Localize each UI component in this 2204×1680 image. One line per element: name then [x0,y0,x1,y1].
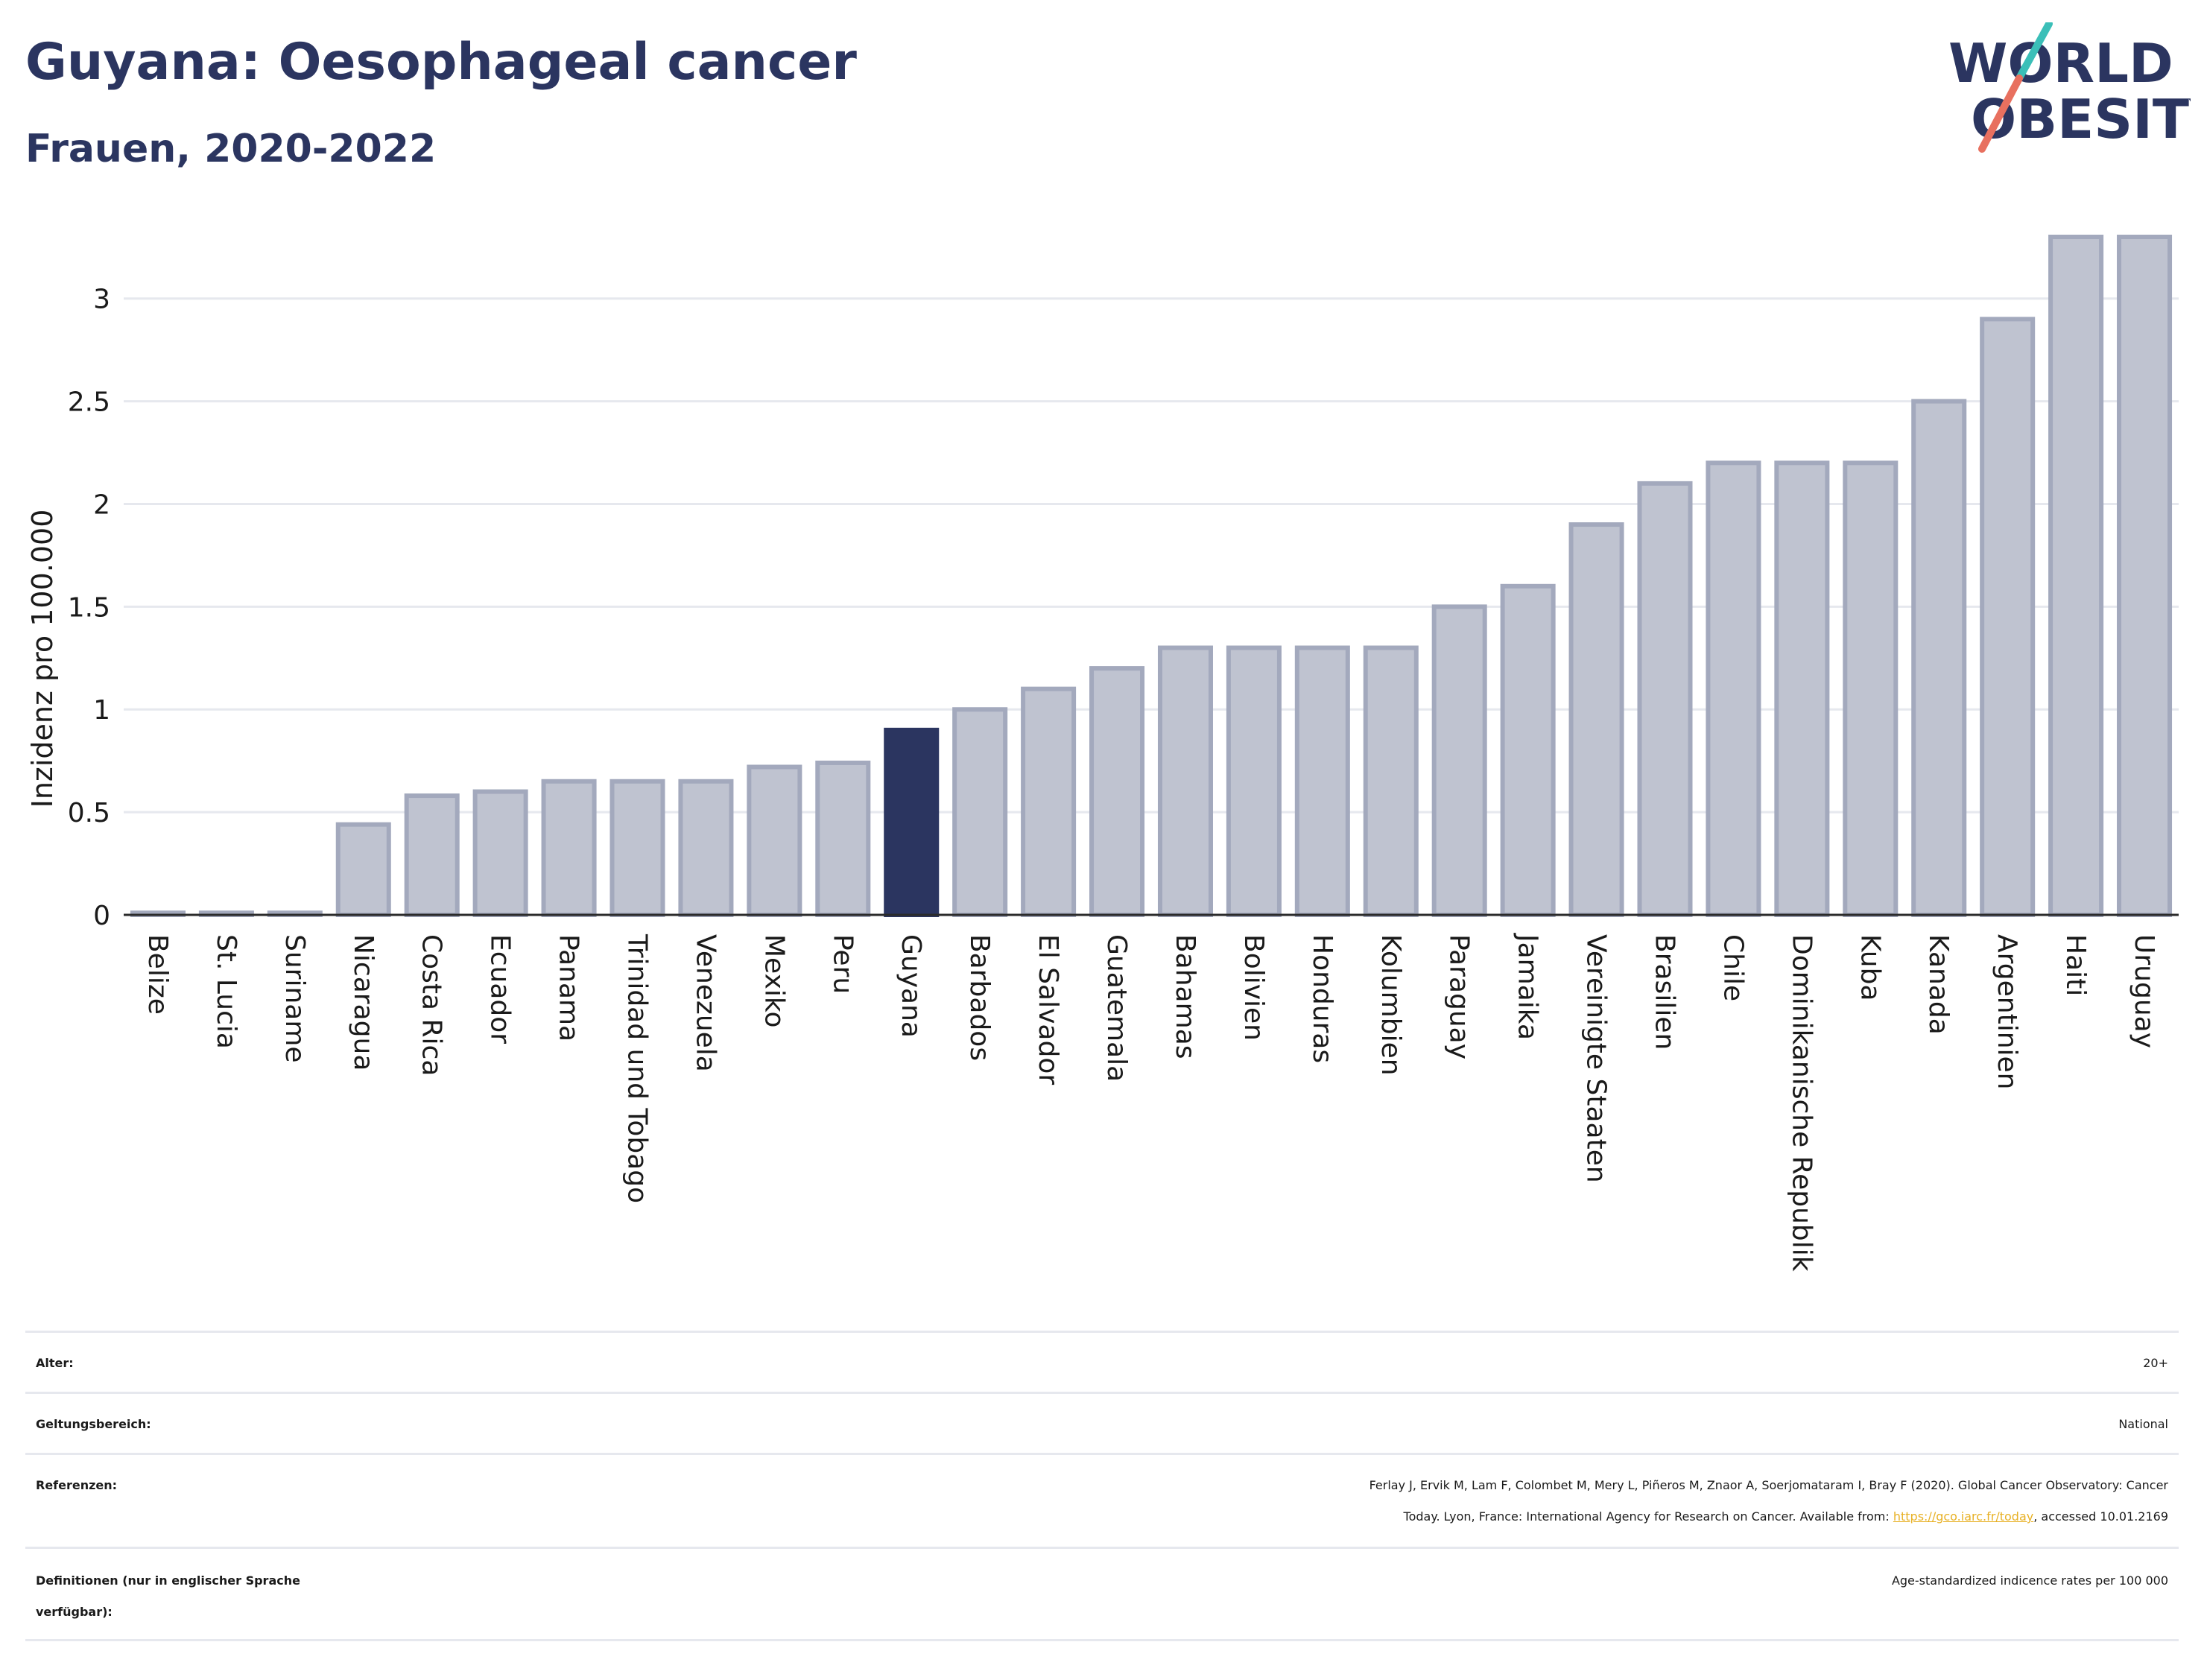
definitions-value: Age-standardized indicence rates per 100… [1891,1573,2168,1588]
x-tick-label: Mexiko [759,934,789,1027]
x-tick-label: Brasilien [1650,934,1680,1050]
bar-chile [1706,460,1761,917]
x-tick-label: Jamaika [1513,933,1543,1040]
x-tick-label: Honduras [1307,934,1337,1063]
x-tick-label: Haiti [2060,934,2091,996]
bar-guyana [884,727,940,917]
x-tick-label: Kanada [1923,934,1954,1035]
chart-subtitle: Frauen, 2020-2022 [25,127,437,171]
x-tick-label: Kolumbien [1375,934,1406,1076]
bar-nicaragua [335,822,391,917]
bar-bahamas [1157,645,1213,917]
x-tick-label: Argentinien [1992,934,2022,1090]
chart-title: Guyana: Oesophageal cancer [25,33,857,92]
references-line-2-end: , accessed 10.01.2169 [2033,1509,2168,1524]
bar-costa-rica [404,793,460,917]
age-label: Alter: [36,1356,74,1370]
x-tick-label: Ecuador [485,934,516,1044]
bar-venezuela [678,779,734,917]
info-row-scope: Geltungsbereich: National [25,1392,2179,1455]
x-tick-label: Venezuela [690,934,721,1072]
bar-jamaika [1500,583,1556,918]
references-value: Ferlay J, Ervik M, Lam F, Colombet M, Me… [604,1470,2168,1532]
x-tick-label: El Salvador [1033,934,1063,1085]
bar-dominikanische-republik [1774,460,1830,917]
y-tick-label: 2 [93,489,110,520]
x-tick-label: Dominikanische Republik [1786,934,1817,1272]
bar-bolivien [1226,645,1282,917]
bar-paraguay [1431,604,1487,917]
scope-value: National [2118,1417,2168,1431]
x-tick-label: Peru [827,934,858,994]
bar-mexiko [747,764,802,918]
x-tick-label: Belize [142,934,173,1015]
bar-el-salvador [1021,686,1077,918]
bar-panama [541,779,597,917]
world-obesity-logo: WORLD OBESITY [1948,22,2191,153]
logo-slash-coral [1978,75,2023,153]
y-tick-label: 3 [93,285,110,315]
x-tick-label: St. Lucia [211,934,241,1049]
bar-kanada [1911,399,1967,917]
y-tick-label: 0.5 [68,798,110,828]
x-tick-label: Costa Rica [417,934,447,1076]
bar-guatemala [1089,666,1145,917]
x-tick-label: Vereinigte Staaten [1581,934,1612,1183]
x-tick-label: Guatemala [1101,934,1132,1082]
y-tick-label: 2.5 [68,387,110,418]
bar-ecuador [472,789,528,917]
x-tick-label: Paraguay [1444,934,1475,1059]
y-tick-labels: 0 0.5 1 1.5 2 2.5 3 [68,285,110,931]
definitions-label: Definitionen (nur in englischer Sprache … [36,1565,557,1628]
x-tick-label: Suriname [279,934,310,1063]
definitions-label-line-1: Definitionen (nur in englischer Sprache [36,1573,300,1588]
y-tick-label: 0 [93,901,110,931]
x-tick-label: Guyana [896,934,926,1038]
bar-barbados [952,707,1008,917]
grid-lines [124,297,2179,814]
x-tick-label: Uruguay [2129,934,2159,1048]
bar-chart: 0 0.5 1 1.5 2 2.5 3 Belize St. Lucia Suriname Nic… [26,235,2179,1272]
x-tick-label: Trinidad und Tobago [622,933,653,1203]
y-tick-label: 1 [93,695,110,726]
y-tick-label: 1.5 [68,592,110,623]
bar-uruguay [2117,235,2173,917]
references-label: Referenzen: [36,1478,118,1492]
x-tick-labels: Belize St. Lucia Suriname Nicaragua Costa Ri… [142,933,2159,1272]
x-tick-label: Panama [554,934,584,1042]
bar-trinidad-und-tobago [609,779,665,917]
x-tick-label: Kuba [1855,934,1885,1001]
bars [130,235,2173,918]
scope-label: Geltungsbereich: [36,1417,151,1431]
logo-text-world: WORLD [1948,32,2173,95]
bar-honduras [1294,645,1350,917]
info-row-definitions: Definitionen (nur in englischer Sprache … [25,1547,2179,1641]
references-line-1: Ferlay J, Ervik M, Lam F, Colombet M, Me… [1369,1478,2168,1492]
references-line-2: Today. Lyon, France: International Agenc… [604,1501,2168,1532]
info-row-age: Alter: 20+ [25,1331,2179,1394]
x-tick-label: Barbados [964,934,995,1061]
bar-peru [815,760,871,917]
bar-haiti [2048,235,2104,917]
definitions-label-line-2: verfügbar): [36,1605,113,1619]
bar-brasilien [1637,481,1693,917]
references-line-2-start: Today. Lyon, France: International Agenc… [1403,1509,1893,1524]
x-tick-label: Bolivien [1238,934,1269,1041]
info-bottom-border [25,1639,2179,1641]
x-tick-label: Chile [1717,934,1748,1001]
logo-slash-teal [2015,22,2053,82]
bar-kolumbien [1363,645,1419,917]
bar-kuba [1843,460,1899,917]
y-axis-label: Inzidenz pro 100.000 [26,510,59,808]
age-value: 20+ [2143,1356,2168,1370]
info-row-references: Referenzen: Ferlay J, Ervik M, Lam F, Co… [25,1453,2179,1549]
bar-argentinien [1980,317,2036,917]
references-link[interactable]: https://gco.iarc.fr/today [1893,1509,2034,1524]
x-tick-label: Bahamas [1170,934,1200,1059]
bar-vereinigte-staaten [1568,522,1624,917]
x-tick-label: Nicaragua [348,934,379,1071]
